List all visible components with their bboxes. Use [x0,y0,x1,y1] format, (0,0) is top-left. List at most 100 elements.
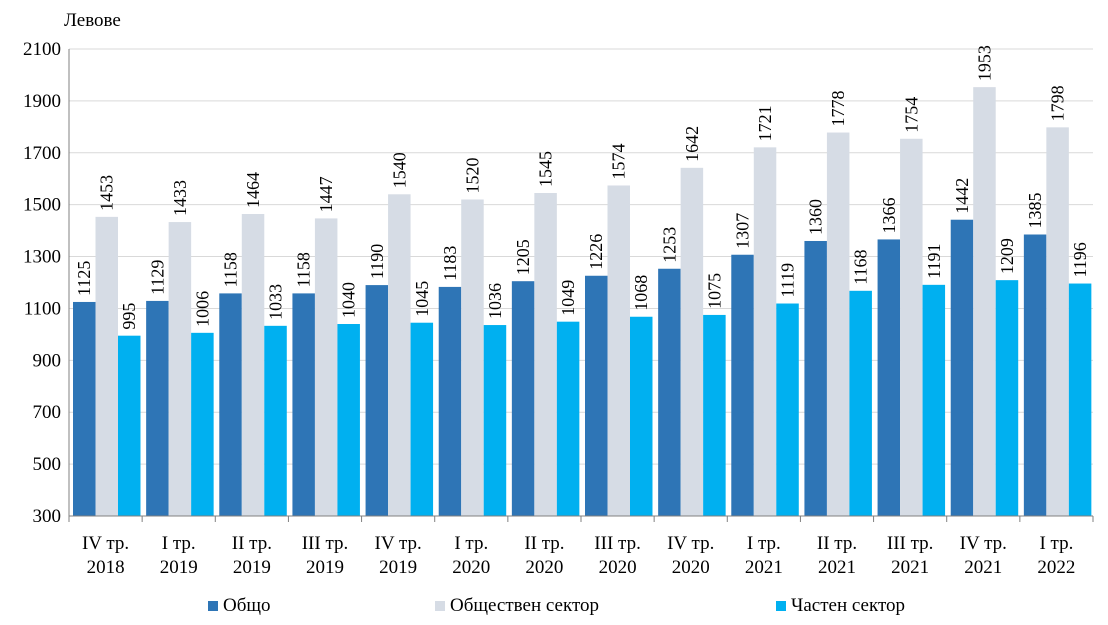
data-label: 1433 [170,180,190,216]
y-tick-label: 1100 [24,298,61,319]
data-label: 1158 [294,252,314,287]
bar [900,138,923,517]
legend-item: Частен сектор [776,595,905,616]
bar [146,300,169,516]
data-label: 1520 [462,157,482,193]
x-tick-label: 2020 [452,557,490,578]
data-label: 1464 [243,172,263,208]
data-label: 1196 [1070,242,1090,277]
bar [703,314,726,516]
data-label: 1183 [440,246,460,281]
bar [219,293,242,516]
bar [630,316,653,516]
bar [1046,127,1069,516]
data-label: 1006 [192,291,212,327]
x-tick-label: 2019 [379,557,417,578]
legend-item: Общо [208,595,271,616]
x-tick-label: I тр. [1039,533,1073,554]
x-tick-label: III тр. [302,533,349,554]
x-tick-label: 2021 [964,557,1002,578]
data-label: 1125 [74,261,94,296]
legend-swatch [776,601,786,611]
bar [438,286,462,516]
x-tick-label: 2021 [745,557,783,578]
y-tick-label: 700 [33,402,62,423]
legend-label: Частен сектор [791,595,905,616]
y-tick-label: 1900 [23,91,61,112]
x-tick-label: I тр. [162,533,196,554]
bar [995,280,1019,516]
x-tick-label: I тр. [747,533,781,554]
y-tick-label: 900 [33,350,62,371]
x-tick-label: 2020 [672,557,710,578]
bar [95,216,118,517]
data-label: 1447 [316,176,336,212]
data-label: 1953 [974,45,994,81]
data-label: 1574 [609,143,629,179]
data-label: 1045 [412,281,432,317]
bar [118,335,141,516]
data-label: 1209 [997,238,1017,274]
x-tick-label: 2019 [306,557,344,578]
data-label: 1778 [828,91,848,127]
x-tick-label: 2019 [233,557,271,578]
data-label: 1036 [485,283,505,319]
y-tick-label: 1700 [23,143,61,164]
data-label: 1168 [851,249,871,284]
bar [753,147,777,516]
data-label: 1540 [389,152,409,188]
data-label: 1190 [367,244,387,279]
bar [337,324,360,516]
bar [292,293,315,516]
x-tick-label: IV тр. [960,533,1007,554]
x-tick-label: III тр. [887,533,934,554]
bar [922,284,946,516]
data-label: 1129 [147,260,167,295]
legend-item: Обществен сектор [435,595,599,616]
data-label: 1453 [97,175,117,211]
legend-swatch [435,601,445,611]
bar [826,132,850,516]
x-tick-label: III тр. [594,533,641,554]
bar [1068,283,1092,516]
bar [776,303,799,516]
data-label: 995 [119,303,139,330]
y-tick-label: 1500 [23,195,61,216]
data-label: 1075 [704,273,724,309]
x-tick-label: I тр. [454,533,488,554]
data-label: 1205 [513,239,533,275]
bar [511,281,535,516]
y-tick-label: 300 [33,506,62,527]
bar [731,254,754,516]
bar [264,325,287,516]
y-tick-label: 500 [33,454,62,475]
legend-label: Общо [223,595,271,616]
bar [877,239,901,516]
bar [973,87,996,516]
data-label: 1049 [558,280,578,316]
bar [1023,234,1047,516]
data-label: 1545 [536,151,556,187]
x-tick-label: IV тр. [667,533,714,554]
bar [804,240,827,516]
legend-swatch [208,601,218,611]
data-label: 1307 [733,213,753,249]
bar [168,222,192,516]
data-label: 1119 [778,263,798,298]
x-tick-label: 2021 [891,557,929,578]
x-tick-label: IV тр. [82,533,129,554]
bar [658,268,681,516]
bar [314,218,338,516]
x-tick-label: 2021 [818,557,856,578]
bar [680,167,704,516]
bar [241,214,265,517]
x-tick-label: II тр. [817,533,857,554]
bar [950,219,974,516]
y-axis-label: Левове [64,10,121,31]
data-label: 1385 [1025,193,1045,229]
data-label: 1068 [631,275,651,311]
y-tick-label: 2100 [23,39,61,60]
bar [388,194,411,517]
